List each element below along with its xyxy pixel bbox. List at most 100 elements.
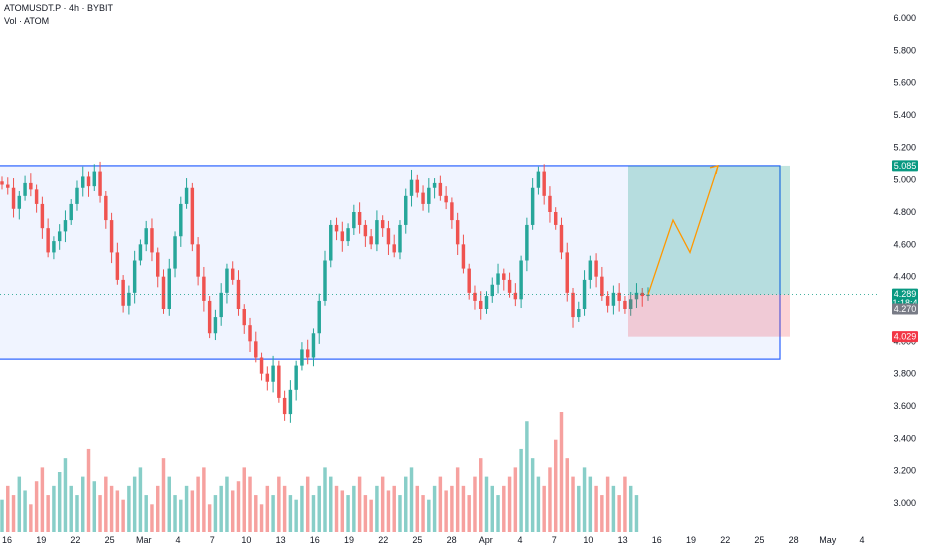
volume-bar [479,458,483,532]
candle-body [179,203,183,237]
price-badge [892,303,918,315]
candle-body [438,182,443,196]
volume-bar [52,485,56,532]
volume-bar [369,499,373,532]
candle-body [121,279,125,306]
candle-body [611,292,616,306]
volume-bar [415,485,420,532]
time-tick-label: 16 [310,535,320,545]
candle-body [63,220,68,232]
volume-bar [611,485,616,532]
volume-bar [340,490,345,532]
candle-body [150,228,154,253]
candle-body [156,252,160,277]
candle-body [46,228,50,253]
candle-body [259,357,264,374]
candle-body [225,268,229,293]
volume-bar [311,495,316,532]
candle-body [236,279,241,309]
volume-bar [46,495,50,532]
volume-bar [553,439,558,532]
time-tick-label: 19 [36,535,46,545]
volume-bar [530,458,535,532]
candle-body [600,276,604,297]
time-tick-label: 7 [210,535,215,545]
volume-bar [40,467,45,532]
volume-bar [156,485,160,532]
candle-body [23,182,27,196]
volume-bar [490,485,494,532]
time-tick-label: Apr [479,535,493,545]
time-tick-label: 10 [241,535,251,545]
range-rectangle [0,165,781,360]
candle-body [444,195,448,203]
volume-bar [305,476,310,532]
volume-bar [577,485,581,532]
volume-bar [484,476,489,532]
time-tick-label: 19 [686,535,696,545]
volume-bar [421,495,425,532]
candle-body [646,294,650,297]
candle-body [305,349,310,358]
candle-body [248,325,252,342]
candle-body [375,220,379,245]
volume-bar [98,495,102,532]
candle-body [369,236,373,245]
candle-body [265,373,270,382]
volume-bar [150,504,154,532]
price-axis[interactable]: 6.000 5.800 5.600 5.400 5.200 5.000 4.800 4.600… [893,13,916,508]
time-tick-label: 16 [2,535,12,545]
price-tick-label: 5.600 [893,78,916,88]
volume-bar [86,448,91,532]
volume-bar [536,476,541,532]
volume-bar [392,485,396,532]
price-tick-label: 3.000 [893,498,916,508]
candle-body [207,300,212,334]
candle-body [288,389,293,415]
candle-body [311,333,316,358]
candle-body [17,195,22,209]
candle-body [530,187,535,225]
volume-bar [432,485,437,532]
volume-bar [242,467,246,532]
volume-bar [496,495,500,532]
price-tick-label: 5.800 [893,45,916,55]
price-badge-label: 4.029 [894,332,917,342]
candle-body [254,341,258,358]
candle-body [363,224,368,237]
candle-body [184,187,189,204]
volume-bar [236,481,241,532]
projected-path-arrow [647,165,719,295]
price-tick-label: 3.800 [893,369,916,379]
volume-bar [265,485,270,532]
candle-body [536,171,541,188]
volume-bar [571,476,575,532]
volume-bar [63,458,68,532]
volume-bar [0,499,4,532]
price-badge [892,160,918,172]
long-position-tool[interactable] [0,165,880,337]
time-tick-label: 28 [447,535,457,545]
price-badge-label: 4.289 [894,289,917,299]
candle-body [34,189,39,204]
candle-body [242,309,246,326]
candle-body [467,268,471,293]
price-tick-label: 5.200 [893,142,916,152]
price-tick-label: 3.200 [893,466,916,476]
volume-bar [427,499,431,532]
candle-body [623,300,627,309]
candle-body [409,179,414,196]
candle-body [559,224,564,253]
candle-body [11,187,16,209]
candle-body [542,171,546,196]
candle-body [294,365,298,390]
volume-bar [132,476,137,532]
candle-body [213,317,218,334]
time-axis[interactable]: 16 19 22 25 Mar 4 7 10 13 16 19 22 25 28 Apr 4 7 10 13 16 19… [2,535,865,545]
candle-body [553,212,558,225]
candle-body [392,244,396,253]
volume-bar [254,495,258,532]
volume-bar [282,485,287,532]
candle-body [29,182,33,190]
